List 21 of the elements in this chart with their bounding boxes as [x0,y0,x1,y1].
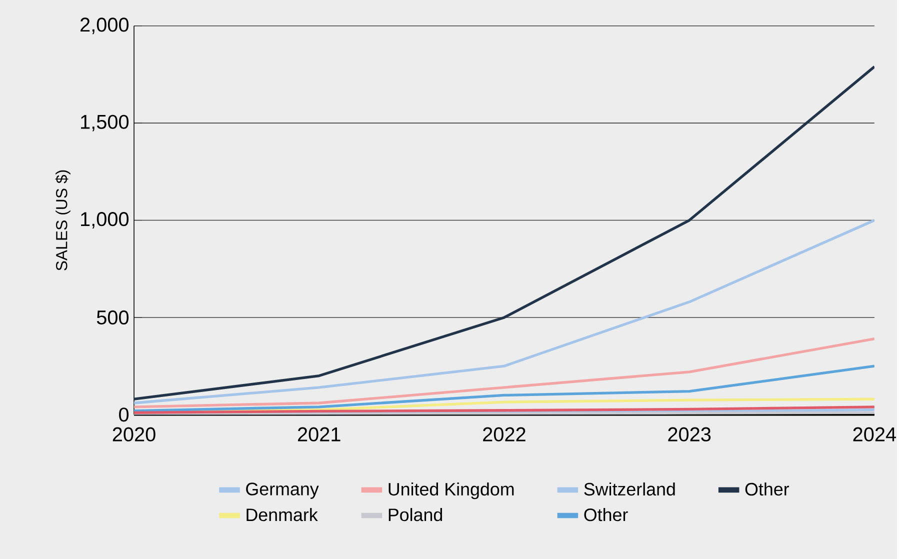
legend-label: Germany [246,482,319,499]
legend-label: United Kingdom [388,482,514,500]
line-series [134,218,874,404]
y-tick-label: 1,000 [81,212,129,228]
y-axis-title: SALES (US $) [55,170,70,270]
y-tick-label: 500 [96,310,129,324]
x-tick-label: 2022 [483,427,526,442]
x-tick-label: 2021 [298,427,340,442]
x-tick-label: 2023 [668,427,711,442]
legend-label: Switzerland [584,482,675,496]
x-tick-label: 2020 [112,427,156,442]
legend-label: Poland [388,508,442,522]
y-tick-label: 2,000 [80,18,129,34]
legend-label: Denmark [246,508,318,522]
x-tick-label: 2024 [853,427,896,442]
line-series [134,364,874,412]
y-tick-label: 0 [119,407,129,422]
legend-label: Other [745,482,790,496]
y-tick-label: 1,500 [81,114,129,132]
line-series [134,65,874,400]
legend-label: Other [584,508,628,522]
